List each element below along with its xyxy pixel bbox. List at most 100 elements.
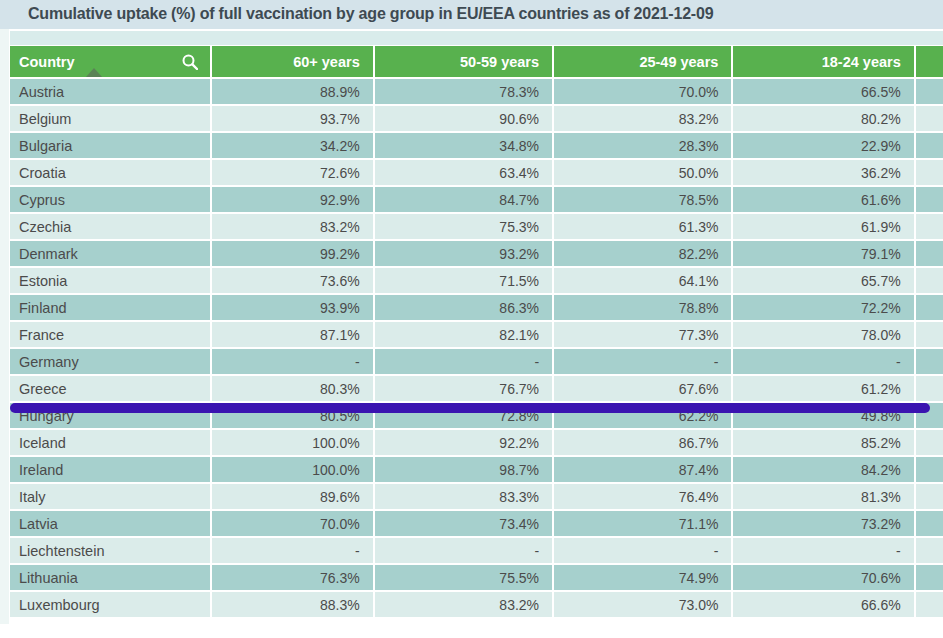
value-cell: 87.4% [554,457,731,482]
column-header-18-24[interactable]: 18-24 years [733,46,913,77]
clipped-value-cell [916,322,943,347]
value-cell: 76.4% [554,484,731,509]
clipped-value-cell [916,187,943,212]
value-cell: - [554,349,731,374]
value-cell: 90.6% [375,106,552,131]
clipped-value-cell [916,430,943,455]
country-cell: Croatia [10,160,210,185]
country-cell: Bulgaria [10,133,210,158]
column-header-25-49[interactable]: 25-49 years [554,46,731,77]
clipped-value-cell [916,295,943,320]
value-cell: 61.3% [554,214,731,239]
value-cell: 74.9% [554,565,731,590]
value-cell: 28.3% [554,133,731,158]
value-cell: 71.1% [554,511,731,536]
value-cell: 86.7% [554,430,731,455]
clipped-value-cell [916,106,943,131]
value-cell: 84.7% [375,187,552,212]
country-cell: Luxembourg [10,592,210,617]
value-cell: 93.9% [212,295,372,320]
value-cell: 88.3% [212,592,372,617]
clipped-value-cell [916,268,943,293]
clipped-value-cell [916,484,943,509]
value-cell: 89.6% [212,484,372,509]
table-row: Germany---- [10,349,943,374]
table-row: France87.1%82.1%77.3%78.0% [10,322,943,347]
table-row: Estonia73.6%71.5%64.1%65.7% [10,268,943,293]
column-header-50-59[interactable]: 50-59 years [375,46,552,77]
value-cell: 88.9% [212,79,372,104]
value-cell: 78.0% [733,322,913,347]
value-cell: 100.0% [212,430,372,455]
value-cell: - [212,538,372,563]
column-header-60plus[interactable]: 60+ years [212,46,372,77]
table-row: Luxembourg88.3%83.2%73.0%66.6% [10,592,943,617]
value-cell: 75.5% [375,565,552,590]
table-row: Finland93.9%86.3%78.8%72.2% [10,295,943,320]
country-cell: Liechtenstein [10,538,210,563]
table-row: Belgium93.7%90.6%83.2%80.2% [10,106,943,131]
value-cell: 72.6% [212,160,372,185]
value-cell: 71.5% [375,268,552,293]
value-cell: 34.8% [375,133,552,158]
value-cell: 36.2% [733,160,913,185]
table-row: Liechtenstein---- [10,538,943,563]
value-cell: 67.6% [554,376,731,401]
header-row: Country 60+ years 50-59 years 25-49 year… [10,46,943,77]
value-cell: - [212,349,372,374]
value-cell: 78.5% [554,187,731,212]
country-cell: Iceland [10,430,210,455]
value-cell: 85.2% [733,430,913,455]
table-row: Austria88.9%78.3%70.0%66.5% [10,79,943,104]
value-cell: 92.2% [375,430,552,455]
country-cell: Lithuania [10,565,210,590]
value-cell: 83.2% [554,106,731,131]
value-cell: 99.2% [212,241,372,266]
value-cell: 61.9% [733,214,913,239]
value-cell: 83.2% [375,592,552,617]
country-cell: Finland [10,295,210,320]
value-cell: 73.0% [554,592,731,617]
value-cell: 65.7% [733,268,913,293]
value-cell: 63.4% [375,160,552,185]
value-cell: 81.3% [733,484,913,509]
value-cell: 76.3% [212,565,372,590]
value-cell: 73.2% [733,511,913,536]
country-cell: Latvia [10,511,210,536]
value-cell: 84.2% [733,457,913,482]
value-cell: - [375,349,552,374]
value-cell: 70.6% [733,565,913,590]
value-cell: 75.3% [375,214,552,239]
country-cell: Greece [10,376,210,401]
sort-ascending-icon [86,68,102,77]
clipped-value-cell [916,349,943,374]
country-cell: Czechia [10,214,210,239]
clipped-value-cell [916,241,943,266]
value-cell: 61.2% [733,376,913,401]
clipped-value-cell [916,160,943,185]
column-header-clipped[interactable] [916,46,943,77]
value-cell: 22.9% [733,133,913,158]
value-cell: 76.7% [375,376,552,401]
value-cell: 86.3% [375,295,552,320]
country-cell: Belgium [10,106,210,131]
clipped-value-cell [916,565,943,590]
table-row: Iceland100.0%92.2%86.7%85.2% [10,430,943,455]
country-cell: France [10,322,210,347]
value-cell: 82.1% [375,322,552,347]
value-cell: 100.0% [212,457,372,482]
country-cell: Austria [10,79,210,104]
search-icon[interactable] [182,54,198,70]
value-cell: 78.8% [554,295,731,320]
vaccination-table-container: Country 60+ years 50-59 years 25-49 year… [8,44,943,622]
column-header-country[interactable]: Country [10,46,210,77]
column-header-country-label: Country [19,54,75,70]
clipped-value-cell [916,376,943,401]
value-cell: 61.6% [733,187,913,212]
table-row: Denmark99.2%93.2%82.2%79.1% [10,241,943,266]
clipped-value-cell [916,538,943,563]
value-cell: 80.3% [212,376,372,401]
table-top-padding-strip [10,31,943,45]
country-cell: Germany [10,349,210,374]
table-row: Latvia70.0%73.4%71.1%73.2% [10,511,943,536]
